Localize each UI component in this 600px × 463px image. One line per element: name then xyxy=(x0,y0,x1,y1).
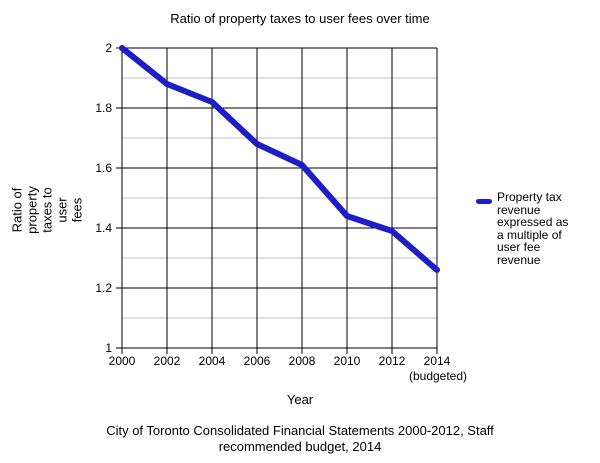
legend-line-swatch xyxy=(476,199,492,204)
x-axis-title: Year xyxy=(286,392,314,407)
x-tick-label: 2010 xyxy=(333,354,361,368)
source-caption: City of Toronto Consolidated Financial S… xyxy=(106,423,494,454)
legend-label: Property tax revenue expressed as a mult… xyxy=(497,190,569,267)
x-tick-budgeted-note: (budgeted) xyxy=(408,369,468,383)
x-tick-label: 2000 xyxy=(108,354,136,368)
x-tick-label: 2012 xyxy=(378,354,406,368)
data-line-property-tax-ratio xyxy=(119,45,440,273)
x-tick-label: 2006 xyxy=(243,354,271,368)
x-tick-label: 2004 xyxy=(198,354,226,368)
y-tick-label: 1.8 xyxy=(95,101,112,115)
y-tick-label: 2 xyxy=(105,41,112,55)
y-tick-label: 1.4 xyxy=(95,221,112,235)
y-tick-label: 1.2 xyxy=(95,281,112,295)
chart-title: Ratio of property taxes to user fees ove… xyxy=(170,11,430,26)
x-tick-label: 2008 xyxy=(288,354,316,368)
y-tick-label: 1 xyxy=(105,341,112,355)
x-tick-label: 2002 xyxy=(153,354,181,368)
x-tick-label: 2014 xyxy=(423,354,451,368)
y-tick-label: 1.6 xyxy=(95,161,112,175)
